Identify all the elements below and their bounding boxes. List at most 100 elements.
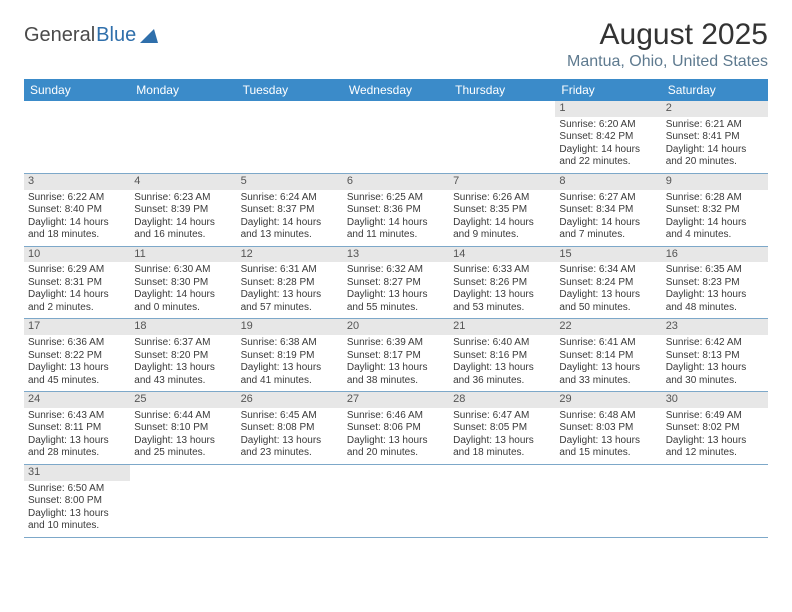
sunset-line: Sunset: 8:00 PM <box>28 495 126 508</box>
daylight-line: Daylight: 13 hours and 53 minutes. <box>453 289 551 314</box>
calendar-day-cell <box>449 101 555 173</box>
calendar-day-cell: 23Sunrise: 6:42 AMSunset: 8:13 PMDayligh… <box>662 319 768 392</box>
sunset-line: Sunset: 8:17 PM <box>347 350 445 363</box>
calendar-day-cell <box>343 464 449 537</box>
sunrise-line: Sunrise: 6:21 AM <box>666 119 764 132</box>
calendar-day-cell <box>555 464 661 537</box>
day-number: 30 <box>662 392 768 408</box>
sunrise-line: Sunrise: 6:22 AM <box>28 192 126 205</box>
sunset-line: Sunset: 8:08 PM <box>241 422 339 435</box>
day-detail: Sunrise: 6:31 AMSunset: 8:28 PMDaylight:… <box>241 264 339 314</box>
day-number: 18 <box>130 319 236 335</box>
sunset-line: Sunset: 8:41 PM <box>666 131 764 144</box>
day-number: 15 <box>555 247 661 263</box>
sunset-line: Sunset: 8:23 PM <box>666 277 764 290</box>
sunset-line: Sunset: 8:26 PM <box>453 277 551 290</box>
sunset-line: Sunset: 8:16 PM <box>453 350 551 363</box>
day-number: 17 <box>24 319 130 335</box>
day-number: 8 <box>555 174 661 190</box>
sunrise-line: Sunrise: 6:44 AM <box>134 410 232 423</box>
calendar-day-cell: 10Sunrise: 6:29 AMSunset: 8:31 PMDayligh… <box>24 246 130 319</box>
day-number: 26 <box>237 392 343 408</box>
sunrise-line: Sunrise: 6:42 AM <box>666 337 764 350</box>
calendar-week-row: 1Sunrise: 6:20 AMSunset: 8:42 PMDaylight… <box>24 101 768 173</box>
day-number: 6 <box>343 174 449 190</box>
weekday-header: Wednesday <box>343 79 449 101</box>
sunset-line: Sunset: 8:31 PM <box>28 277 126 290</box>
weekday-header: Friday <box>555 79 661 101</box>
daylight-line: Daylight: 13 hours and 45 minutes. <box>28 362 126 387</box>
calendar-day-cell: 2Sunrise: 6:21 AMSunset: 8:41 PMDaylight… <box>662 101 768 173</box>
daylight-line: Daylight: 14 hours and 11 minutes. <box>347 217 445 242</box>
sunrise-line: Sunrise: 6:20 AM <box>559 119 657 132</box>
sunset-line: Sunset: 8:42 PM <box>559 131 657 144</box>
day-detail: Sunrise: 6:36 AMSunset: 8:22 PMDaylight:… <box>28 337 126 387</box>
daylight-line: Daylight: 13 hours and 55 minutes. <box>347 289 445 314</box>
day-number: 4 <box>130 174 236 190</box>
day-number: 27 <box>343 392 449 408</box>
weekday-header: Monday <box>130 79 236 101</box>
sunset-line: Sunset: 8:39 PM <box>134 204 232 217</box>
sunset-line: Sunset: 8:24 PM <box>559 277 657 290</box>
sunset-line: Sunset: 8:13 PM <box>666 350 764 363</box>
sunset-line: Sunset: 8:02 PM <box>666 422 764 435</box>
day-detail: Sunrise: 6:37 AMSunset: 8:20 PMDaylight:… <box>134 337 232 387</box>
sunrise-line: Sunrise: 6:31 AM <box>241 264 339 277</box>
sunset-line: Sunset: 8:37 PM <box>241 204 339 217</box>
calendar-day-cell: 12Sunrise: 6:31 AMSunset: 8:28 PMDayligh… <box>237 246 343 319</box>
day-number: 12 <box>237 247 343 263</box>
weekday-header: Thursday <box>449 79 555 101</box>
sunset-line: Sunset: 8:30 PM <box>134 277 232 290</box>
calendar-day-cell <box>24 101 130 173</box>
brand-text-2: Blue <box>96 24 136 47</box>
calendar-day-cell: 18 Sunrise: 6:37 AMSunset: 8:20 PMDayligh… <box>130 319 236 392</box>
calendar-table: SundayMondayTuesdayWednesdayThursdayFrid… <box>24 79 768 538</box>
sunrise-line: Sunrise: 6:43 AM <box>28 410 126 423</box>
calendar-day-cell: 26Sunrise: 6:45 AMSunset: 8:08 PMDayligh… <box>237 392 343 465</box>
daylight-line: Daylight: 13 hours and 18 minutes. <box>453 435 551 460</box>
sunrise-line: Sunrise: 6:24 AM <box>241 192 339 205</box>
day-detail: Sunrise: 6:32 AMSunset: 8:27 PMDaylight:… <box>347 264 445 314</box>
calendar-day-cell <box>130 464 236 537</box>
calendar-day-cell: 31Sunrise: 6:50 AMSunset: 8:00 PMDayligh… <box>24 464 130 537</box>
sunrise-line: Sunrise: 6:37 AM <box>134 337 232 350</box>
calendar-day-cell: 6 Sunrise: 6:25 AMSunset: 8:36 PMDaylight… <box>343 173 449 246</box>
day-detail: Sunrise: 6:49 AMSunset: 8:02 PMDaylight:… <box>666 410 764 460</box>
day-number: 28 <box>449 392 555 408</box>
sunset-line: Sunset: 8:34 PM <box>559 204 657 217</box>
daylight-line: Daylight: 14 hours and 4 minutes. <box>666 217 764 242</box>
day-number: 3 <box>24 174 130 190</box>
calendar-day-cell: 14Sunrise: 6:33 AMSunset: 8:26 PMDayligh… <box>449 246 555 319</box>
brand-text-1: General <box>24 24 95 47</box>
sunset-line: Sunset: 8:40 PM <box>28 204 126 217</box>
calendar-day-cell: 7Sunrise: 6:26 AMSunset: 8:35 PMDaylight… <box>449 173 555 246</box>
daylight-line: Daylight: 13 hours and 48 minutes. <box>666 289 764 314</box>
day-detail: Sunrise: 6:42 AMSunset: 8:13 PMDaylight:… <box>666 337 764 387</box>
daylight-line: Daylight: 14 hours and 9 minutes. <box>453 217 551 242</box>
day-detail: Sunrise: 6:44 AMSunset: 8:10 PMDaylight:… <box>134 410 232 460</box>
header: GeneralBlue August 2025 Mantua, Ohio, Un… <box>24 18 768 71</box>
calendar-week-row: 24Sunrise: 6:43 AMSunset: 8:11 PMDayligh… <box>24 392 768 465</box>
calendar-day-cell: 4Sunrise: 6:23 AMSunset: 8:39 PMDaylight… <box>130 173 236 246</box>
calendar-day-cell: 22Sunrise: 6:41 AMSunset: 8:14 PMDayligh… <box>555 319 661 392</box>
calendar-day-cell: 5Sunrise: 6:24 AMSunset: 8:37 PMDaylight… <box>237 173 343 246</box>
calendar-day-cell: 28Sunrise: 6:47 AMSunset: 8:05 PMDayligh… <box>449 392 555 465</box>
day-detail: Sunrise: 6:35 AMSunset: 8:23 PMDaylight:… <box>666 264 764 314</box>
daylight-line: Daylight: 13 hours and 12 minutes. <box>666 435 764 460</box>
calendar-day-cell: 29Sunrise: 6:48 AMSunset: 8:03 PMDayligh… <box>555 392 661 465</box>
daylight-line: Daylight: 13 hours and 15 minutes. <box>559 435 657 460</box>
daylight-line: Daylight: 13 hours and 30 minutes. <box>666 362 764 387</box>
day-detail: Sunrise: 6:22 AMSunset: 8:40 PMDaylight:… <box>28 192 126 242</box>
brand-logo: GeneralBlue <box>24 24 158 47</box>
calendar-day-cell: 30 Sunrise: 6:49 AMSunset: 8:02 PMDayligh… <box>662 392 768 465</box>
calendar-day-cell: 13Sunrise: 6:32 AMSunset: 8:27 PMDayligh… <box>343 246 449 319</box>
day-number: 25 <box>130 392 236 408</box>
day-detail: Sunrise: 6:25 AMSunset: 8:36 PMDaylight:… <box>347 192 445 242</box>
sunrise-line: Sunrise: 6:26 AM <box>453 192 551 205</box>
day-detail: Sunrise: 6:30 AMSunset: 8:30 PMDaylight:… <box>134 264 232 314</box>
sunset-line: Sunset: 8:05 PM <box>453 422 551 435</box>
day-detail: Sunrise: 6:26 AMSunset: 8:35 PMDaylight:… <box>453 192 551 242</box>
day-detail: Sunrise: 6:28 AMSunset: 8:32 PMDaylight:… <box>666 192 764 242</box>
daylight-line: Daylight: 14 hours and 22 minutes. <box>559 144 657 169</box>
sunset-line: Sunset: 8:27 PM <box>347 277 445 290</box>
